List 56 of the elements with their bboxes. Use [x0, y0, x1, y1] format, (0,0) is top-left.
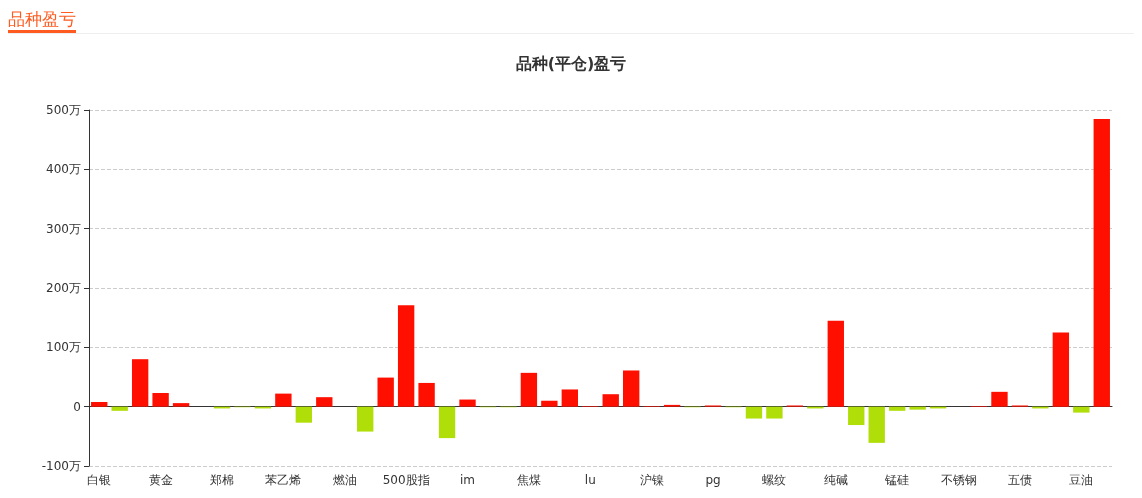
- bar: [561, 389, 578, 407]
- bar: [602, 394, 619, 407]
- x-tick-label: 郑棉: [209, 473, 234, 487]
- x-tick-label: 苯乙烯: [265, 473, 302, 487]
- x-tick-label: 锰硅: [884, 473, 910, 487]
- bar: [1093, 118, 1110, 407]
- bar: [827, 320, 844, 407]
- bar: [377, 377, 394, 407]
- bar: [172, 403, 190, 407]
- bar: [888, 406, 906, 411]
- bar: [438, 406, 456, 439]
- x-tick-label: 沪镍: [639, 473, 664, 487]
- bar: [111, 406, 128, 411]
- bar: [357, 406, 374, 432]
- y-tick-label: 100万: [46, 340, 81, 355]
- y-tick-label: 500万: [46, 103, 81, 117]
- chart-title: 品种(平仓)盈亏: [515, 53, 627, 73]
- bar: [848, 406, 865, 426]
- bar: [766, 406, 783, 419]
- bar: [1052, 332, 1070, 407]
- bar: [745, 406, 763, 419]
- y-tick-label: 0: [73, 399, 81, 414]
- bar: [152, 393, 169, 407]
- text: 品种盈亏: [8, 8, 76, 33]
- x-tick-label: lu: [584, 473, 596, 487]
- y-tick-label: 200万: [46, 281, 81, 295]
- x-tick-label: im: [459, 473, 476, 487]
- x-tick-label: 500股指: [382, 473, 430, 487]
- bar: [275, 393, 292, 407]
- x-tick-label: 黄金: [148, 473, 173, 487]
- bar: [397, 305, 415, 407]
- bar: [623, 370, 640, 407]
- bar: [295, 406, 313, 423]
- x-tick-label: 豆油: [1069, 473, 1094, 487]
- x-tick-label: 不锈钢: [940, 473, 977, 487]
- bar: [316, 397, 333, 407]
- bar: [91, 401, 108, 407]
- x-tick-label: pg: [705, 473, 721, 487]
- bar: [1073, 406, 1090, 413]
- x-tick-label: 纯碱: [823, 473, 848, 487]
- x-tick-label: 燃油: [332, 473, 357, 487]
- y-tick-label: -100万: [41, 459, 81, 473]
- bar: [131, 359, 149, 407]
- bar: [909, 406, 926, 410]
- x-tick-label: 白银: [87, 473, 112, 487]
- bar: [541, 400, 558, 407]
- y-tick-label: 300万: [46, 221, 81, 236]
- x-tick-label: 螺纹: [762, 473, 787, 487]
- bar: [459, 399, 476, 407]
- bar: [418, 382, 435, 407]
- x-tick-label: 焦煤: [516, 473, 541, 487]
- y-tick-label: 400万: [46, 162, 81, 177]
- bar: [868, 406, 885, 443]
- bar: [520, 372, 538, 407]
- bar: [991, 391, 1008, 407]
- x-tick-label: 五债: [1007, 473, 1032, 487]
